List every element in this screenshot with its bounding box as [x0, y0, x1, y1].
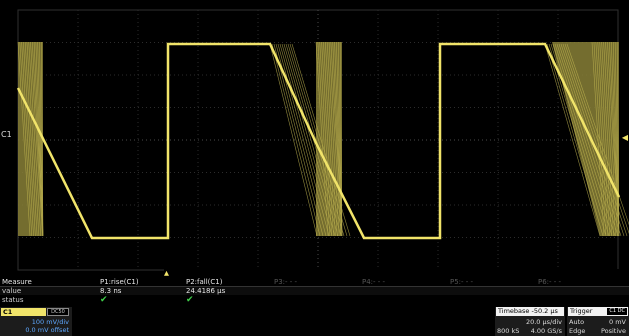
persistence-line — [269, 43, 318, 237]
persistence-line — [607, 41, 620, 237]
p6-header[interactable]: P6:- - - — [538, 278, 562, 286]
persistence-line — [595, 41, 609, 237]
trigger-mode: Auto — [569, 318, 585, 326]
persistence-line — [273, 43, 324, 237]
p1-header[interactable]: P1:rise(C1) — [100, 278, 139, 286]
persistence-line — [17, 41, 31, 237]
persistence-line — [281, 43, 336, 237]
status-label: status — [2, 296, 24, 304]
p2-status-check-icon: ✔ — [186, 295, 194, 305]
level-marker-icon[interactable]: C1 — [1, 130, 12, 139]
persistence-line — [610, 41, 620, 237]
persistence-line — [291, 43, 351, 237]
p5-header[interactable]: P5:- - - — [450, 278, 474, 286]
persistence-line — [562, 43, 628, 237]
persistence-line — [601, 41, 614, 237]
trigger-type: Edge — [569, 327, 586, 335]
persistence-line — [317, 41, 331, 237]
p1-value: 8.3 ns — [100, 287, 122, 295]
persistence-hatching — [17, 41, 629, 237]
persistence-line — [324, 41, 338, 237]
status-bar: C1 DC50 100 mV/div 0.0 mV offset Timebas… — [0, 307, 629, 336]
p2-value: 24.4186 µs — [186, 287, 226, 295]
timebase-samples: 800 kS — [497, 327, 520, 335]
persistence-line — [552, 43, 613, 237]
waveform-svg — [16, 9, 629, 271]
persistence-line — [564, 43, 629, 234]
trigger-level: 0 mV — [609, 318, 626, 326]
persistence-line — [612, 41, 620, 237]
channel-vdiv: 100 mV/div — [31, 318, 69, 326]
persistence-line — [21, 41, 34, 237]
persistence-line — [319, 41, 333, 237]
p3-header[interactable]: P3:- - - — [274, 278, 298, 286]
persistence-line — [323, 41, 336, 237]
persistence-line — [546, 43, 604, 237]
trigger-source-badge: C1 DC — [607, 308, 627, 315]
persistence-line — [277, 43, 330, 237]
persistence-line — [283, 43, 339, 237]
waveform-grid[interactable]: C1 ◀ ▲ — [0, 0, 629, 298]
envelope-left — [18, 42, 43, 236]
measure-value-row: value 8.3 ns 24.4186 µs — [0, 287, 629, 295]
persistence-line — [271, 43, 321, 237]
persistence-line — [599, 41, 613, 237]
persistence-line — [289, 43, 348, 237]
persistence-line — [26, 41, 40, 237]
waveform-trace — [16, 42, 621, 240]
measure-status-row: status ✔ ✔ — [0, 295, 629, 305]
persistence-line — [328, 41, 342, 237]
persistence-line — [605, 41, 618, 237]
persistence-line — [566, 43, 629, 226]
persistence-line — [19, 41, 33, 237]
persistence-line — [30, 41, 43, 237]
channel-descriptor[interactable]: C1 DC50 100 mV/div 0.0 mV offset — [0, 307, 72, 336]
persistence-line — [24, 41, 38, 237]
trigger-level-icon[interactable]: ◀ — [621, 133, 628, 142]
persistence-line — [279, 43, 333, 237]
persistence-line — [337, 41, 343, 237]
p2-header[interactable]: P2:fall(C1) — [186, 278, 223, 286]
persistence-line — [616, 41, 620, 237]
timebase-descriptor[interactable]: Timebase -50.2 µs 20.0 µs/div 800 kS 4.0… — [495, 307, 565, 336]
persistence-line — [609, 41, 620, 237]
value-label: value — [2, 287, 22, 295]
timebase-rate: 4.00 GS/s — [530, 327, 562, 335]
persistence-line — [548, 43, 607, 237]
measure-header: Measure — [2, 278, 32, 286]
persistence-line — [558, 43, 622, 237]
trigger-title: Trigger — [568, 307, 628, 316]
persistence-line — [334, 41, 343, 237]
channel-coupling: DC50 — [47, 308, 69, 316]
trigger-slope: Positive — [600, 327, 626, 335]
p4-header[interactable]: P4:- - - — [362, 278, 386, 286]
persistence-line — [339, 41, 343, 237]
persistence-line — [336, 41, 343, 237]
channel-offset: 0.0 mV offset — [25, 326, 69, 334]
measurement-table: Measure P1:rise(C1) P2:fall(C1) P3:- - -… — [0, 278, 629, 306]
persistence-line — [556, 43, 619, 237]
persistence-line — [28, 41, 42, 237]
trigger-descriptor[interactable]: Trigger C1 DC Auto 0 mV Edge Positive — [567, 307, 629, 336]
timebase-tdiv: 20.0 µs/div — [525, 318, 562, 326]
measure-header-row: Measure P1:rise(C1) P2:fall(C1) P3:- - -… — [0, 278, 629, 287]
persistence-line — [614, 41, 620, 237]
timebase-title: Timebase -50.2 µs — [496, 307, 564, 316]
persistence-line — [554, 43, 616, 237]
persistence-line — [544, 43, 601, 237]
persistence-line — [23, 41, 36, 237]
p1-status-check-icon: ✔ — [100, 295, 108, 305]
channel-name: C1 — [1, 308, 46, 316]
